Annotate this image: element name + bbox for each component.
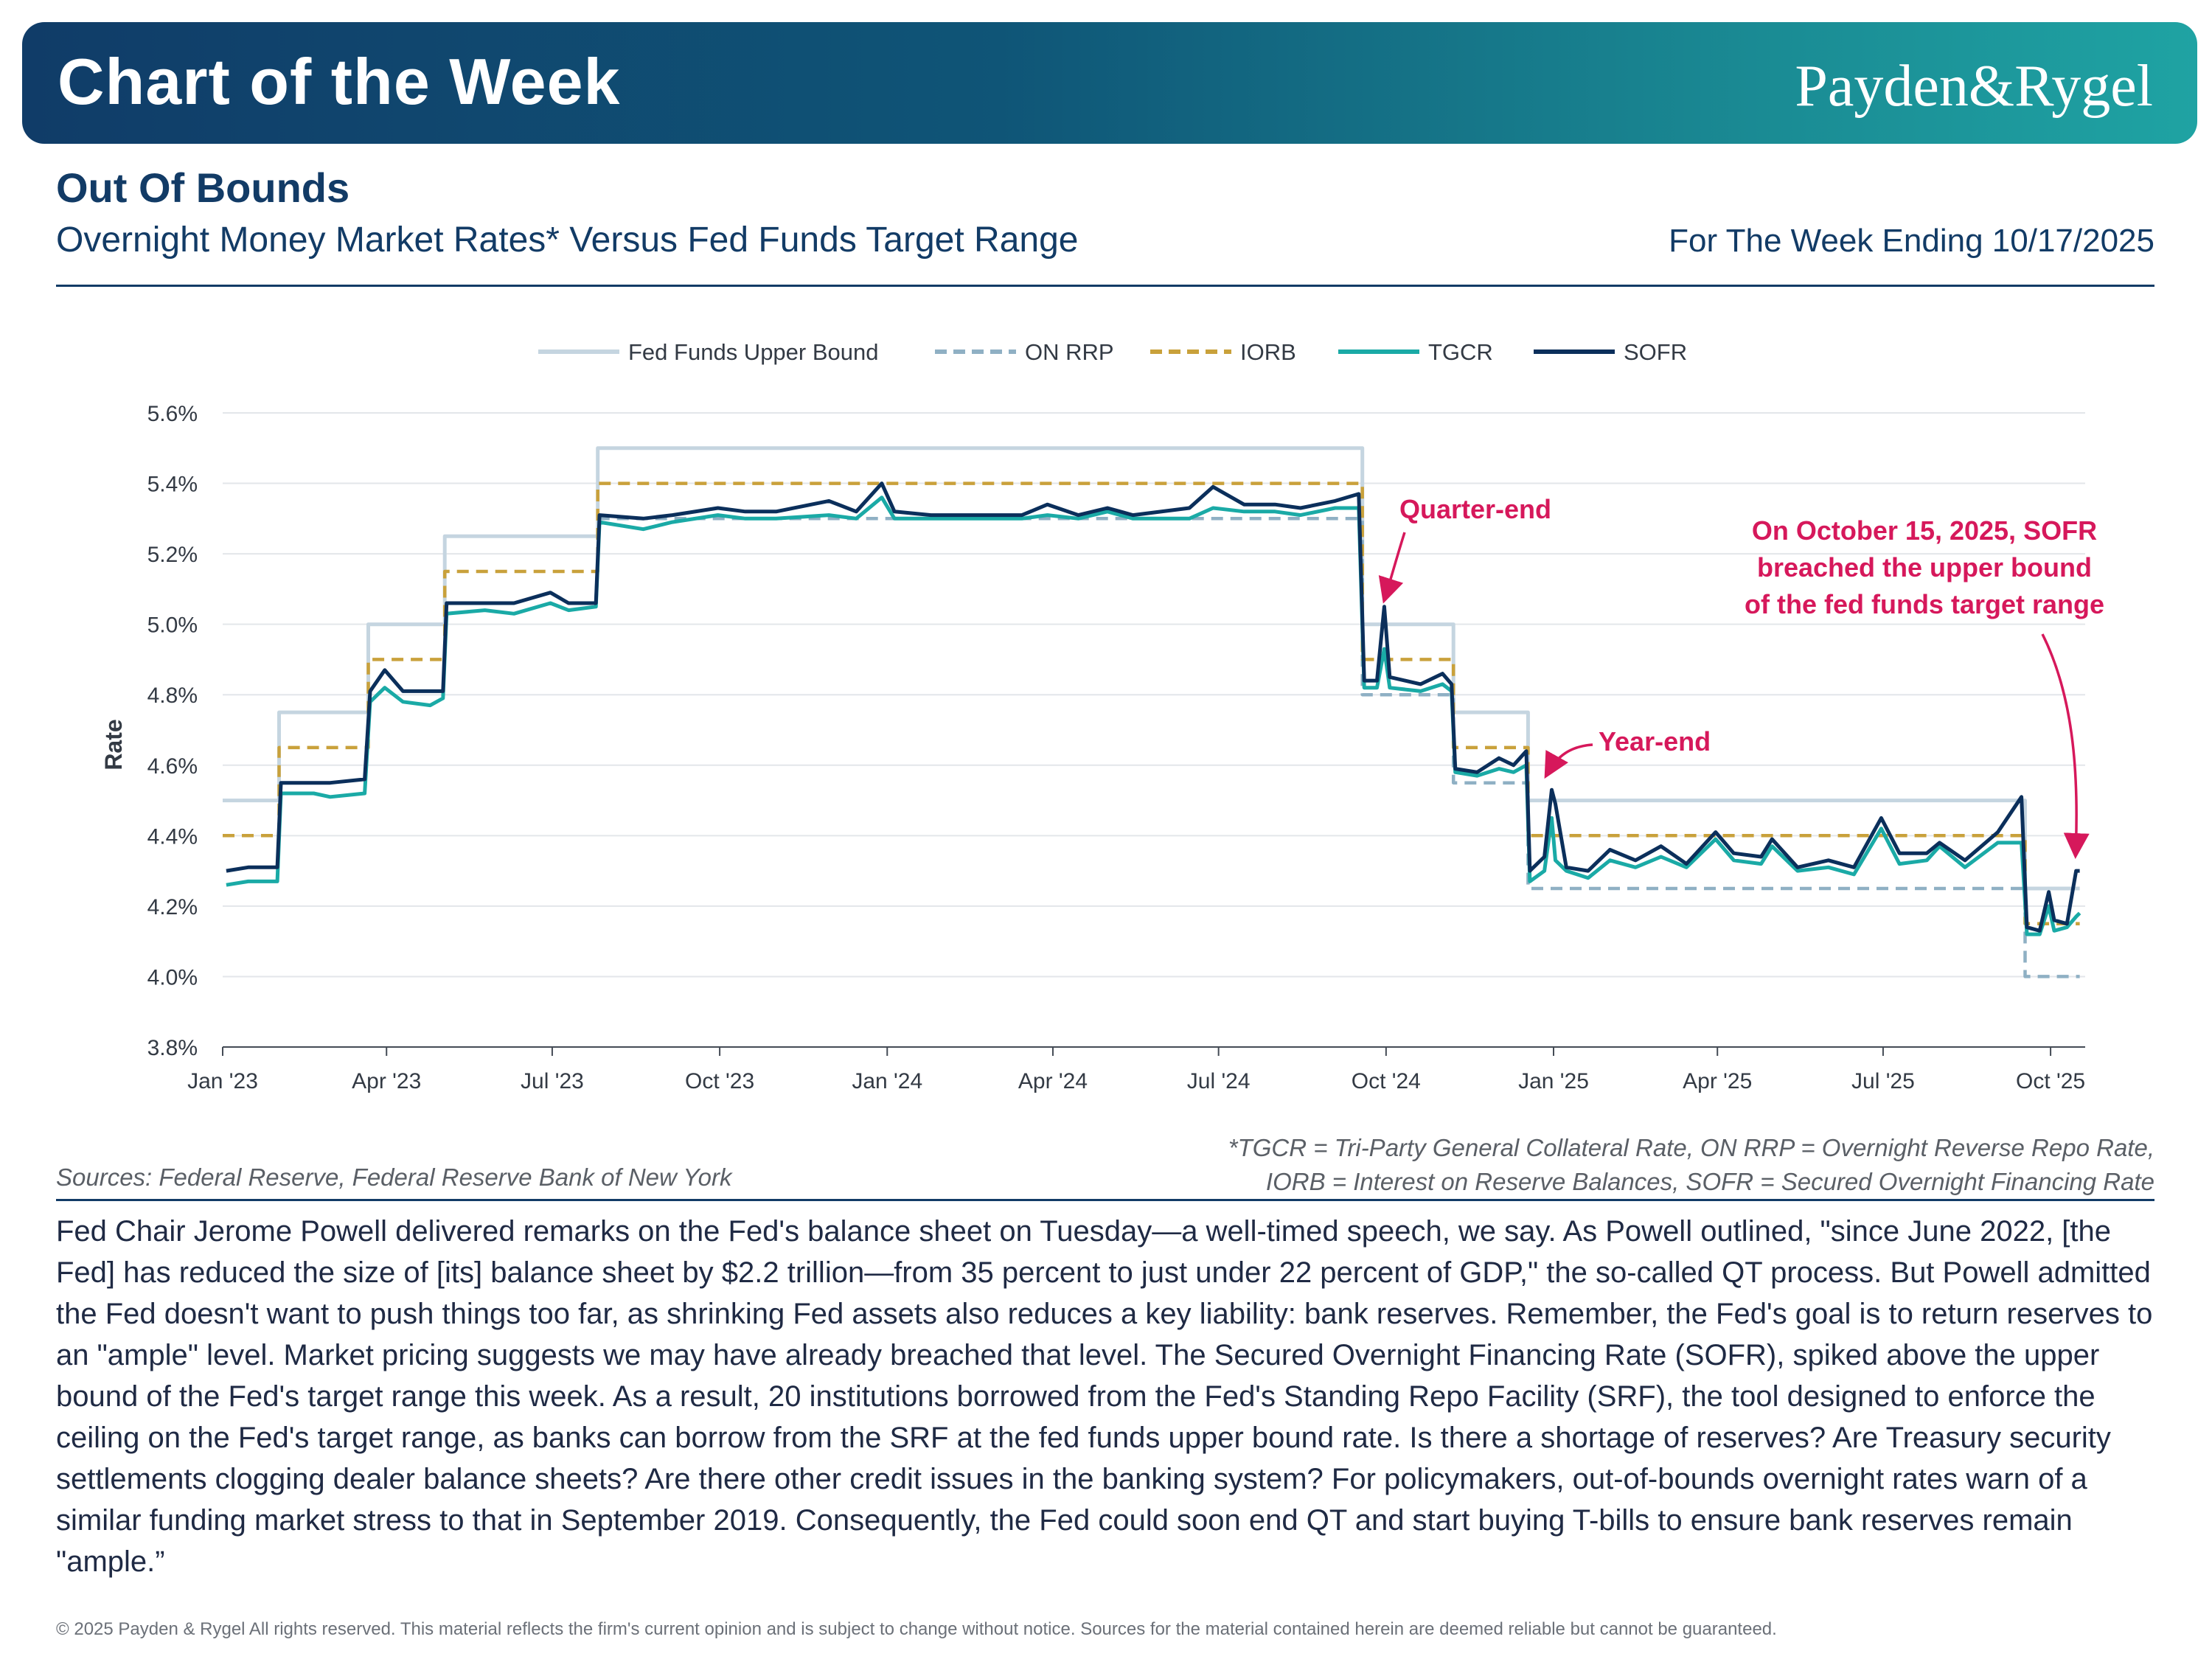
rates-chart: Fed Funds Upper Bound ON RRP IORB TGCR SOFR … xyxy=(100,339,2104,1093)
series-line-sofr xyxy=(226,481,2080,933)
y-tick-label: 5.6% xyxy=(147,402,198,426)
chart-series xyxy=(223,446,2081,978)
definitions-line-1: *TGCR = Tri-Party General Collateral Rat… xyxy=(1228,1134,2154,1161)
x-tick-label: Oct '25 xyxy=(2016,1069,2085,1093)
series-line-fed-funds-upper-bound xyxy=(223,446,2080,891)
sources-note: Sources: Federal Reserve, Federal Reserv… xyxy=(56,1164,732,1191)
x-tick-label: Apr '25 xyxy=(1683,1069,1752,1093)
y-tick-label: 4.4% xyxy=(147,824,198,849)
y-axis: 3.8% 4.0% 4.2% 4.4% 4.6% 4.8% 5.0% 5.2% 5.4% 5.6%… xyxy=(100,402,198,1060)
chart-annotations: Quarter-end Year-end On October 15, 2025, … xyxy=(1378,494,2104,859)
x-tick-label: Jan '23 xyxy=(187,1069,258,1093)
x-tick-label: Jul '23 xyxy=(521,1069,584,1093)
divider-top xyxy=(56,285,2154,287)
week-ending: For The Week Ending 10/17/2025 xyxy=(1669,223,2154,259)
series-line-tgcr xyxy=(226,495,2081,936)
definitions-line-2: IORB = Interest on Reserve Balances, SOF… xyxy=(1265,1168,2154,1195)
y-axis-title: Rate xyxy=(100,719,127,770)
series-line-on-rrp xyxy=(597,517,2080,978)
banner: Chart of the Week Payden&Rygel xyxy=(22,22,2197,144)
x-tick-label: Oct '23 xyxy=(685,1069,754,1093)
y-tick-label: 4.2% xyxy=(147,895,198,919)
chart-headline: Out Of Bounds xyxy=(56,164,350,211)
legend-label: ON RRP xyxy=(1025,339,1114,365)
series-line-iorb xyxy=(223,481,2080,926)
x-tick-label: Jul '25 xyxy=(1851,1069,1915,1093)
y-tick-label: 4.8% xyxy=(147,684,198,708)
x-tick-label: Jul '24 xyxy=(1187,1069,1251,1093)
chart-gridlines xyxy=(223,412,2085,1048)
banner-title: Chart of the Week xyxy=(58,45,621,118)
chart-subtitle: Overnight Money Market Rates* Versus Fed… xyxy=(56,220,1079,260)
x-tick-label: Jan '25 xyxy=(1518,1069,1589,1093)
copyright-disclaimer: © 2025 Payden & Rygel All rights reserve… xyxy=(56,1619,1777,1639)
y-tick-label: 5.0% xyxy=(147,613,198,638)
x-tick-label: Oct '24 xyxy=(1352,1069,1421,1093)
chart-legend: Fed Funds Upper Bound ON RRP IORB TGCR SOFR xyxy=(538,339,1687,365)
annotation-quarter-end: Quarter-end xyxy=(1399,494,1551,524)
divider-bottom xyxy=(56,1199,2154,1201)
y-tick-label: 5.2% xyxy=(147,543,198,567)
legend-label: TGCR xyxy=(1428,339,1493,365)
annotation-sofr-breach-line: breached the upper bound xyxy=(1757,552,2092,582)
annotation-arrow xyxy=(2041,633,2090,859)
brand-logo: Payden&Rygel xyxy=(1795,54,2153,119)
y-tick-label: 4.6% xyxy=(147,754,198,779)
annotation-sofr-breach-line: of the fed funds target range xyxy=(1745,589,2104,619)
legend-label: SOFR xyxy=(1624,339,1687,365)
annotation-arrow xyxy=(1544,743,1593,779)
annotation-year-end: Year-end xyxy=(1599,726,1711,757)
annotation-sofr-breach-line: On October 15, 2025, SOFR xyxy=(1752,515,2097,546)
legend-label: IORB xyxy=(1240,339,1296,365)
legend-label: Fed Funds Upper Bound xyxy=(628,339,879,365)
x-tick-label: Apr '23 xyxy=(352,1069,421,1093)
definitions-note: *TGCR = Tri-Party General Collateral Rat… xyxy=(1228,1131,2154,1199)
commentary-text: Fed Chair Jerome Powell delivered remark… xyxy=(56,1215,2153,1578)
x-axis: Jan '23 Apr '23 Jul '23 Oct '23 Jan '24 Apr '… xyxy=(187,1046,2085,1093)
x-tick-label: Apr '24 xyxy=(1018,1069,1088,1093)
x-tick-label: Jan '24 xyxy=(852,1069,922,1093)
y-tick-label: 3.8% xyxy=(147,1036,198,1060)
annotation-arrow xyxy=(1378,532,1406,604)
y-tick-label: 4.0% xyxy=(147,965,198,990)
y-tick-label: 5.4% xyxy=(147,473,198,497)
